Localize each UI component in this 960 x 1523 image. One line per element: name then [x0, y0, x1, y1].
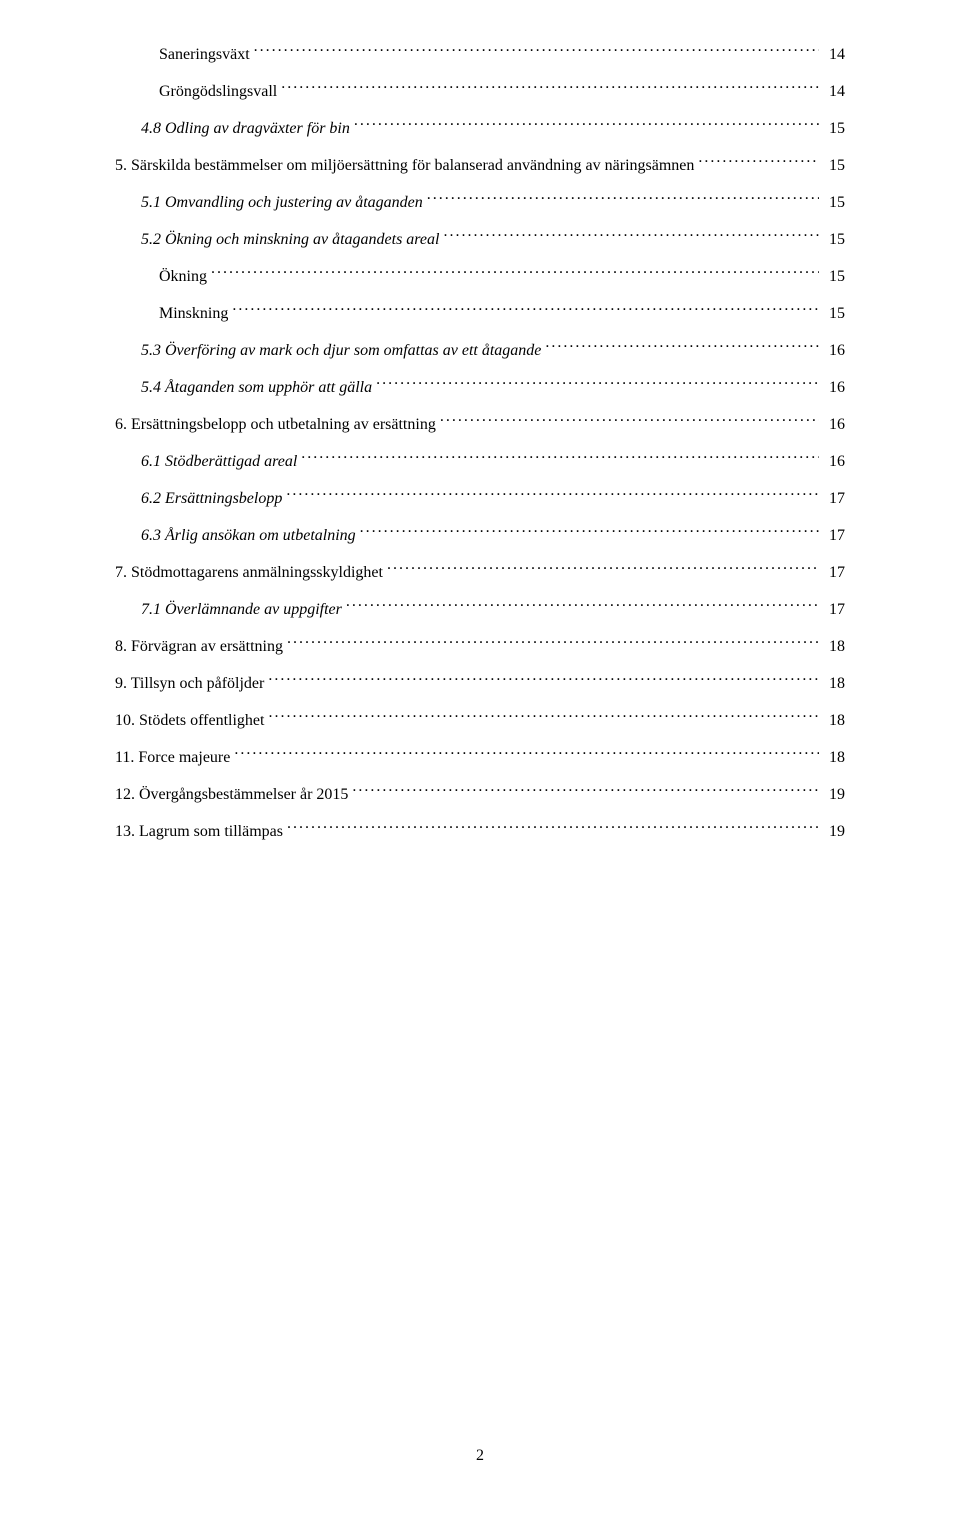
toc-entry: 6.3 Årlig ansökan om utbetalning 17: [115, 524, 845, 548]
toc-page: 17: [823, 561, 845, 585]
toc-entry: 10. Stödets offentlighet 18: [115, 709, 845, 733]
toc-leader: [301, 450, 819, 466]
toc-page: 19: [823, 783, 845, 807]
toc-leader: [232, 302, 819, 318]
toc-leader: [287, 635, 819, 651]
toc-entry: 6.2 Ersättningsbelopp 17: [115, 487, 845, 511]
toc-page: 14: [823, 80, 845, 104]
toc-leader: [268, 672, 819, 688]
table-of-contents: Saneringsväxt 14 Gröngödslingsvall 14 4.…: [115, 43, 845, 844]
toc-title: 4.8 Odling av dragväxter för bin: [141, 117, 350, 141]
toc-leader: [443, 228, 819, 244]
toc-title: 5.2 Ökning och minskning av åtagandets a…: [141, 228, 439, 252]
toc-entry: Minskning 15: [115, 302, 845, 326]
toc-page: 16: [823, 339, 845, 363]
toc-leader: [387, 561, 819, 577]
toc-title: 7.1 Överlämnande av uppgifter: [141, 598, 342, 622]
toc-leader: [376, 376, 819, 392]
toc-title: 9. Tillsyn och påföljder: [115, 672, 264, 696]
toc-leader: [211, 265, 819, 281]
toc-title: Gröngödslingsvall: [159, 80, 277, 104]
toc-entry: 5. Särskilda bestämmelser om miljöersätt…: [115, 154, 845, 178]
toc-entry: Saneringsväxt 14: [115, 43, 845, 67]
toc-title: 6.2 Ersättningsbelopp: [141, 487, 282, 511]
toc-leader: [254, 43, 819, 59]
toc-title: 6. Ersättningsbelopp och utbetalning av …: [115, 413, 436, 437]
toc-title: 5.3 Överföring av mark och djur som omfa…: [141, 339, 541, 363]
toc-entry: 12. Övergångsbestämmelser år 2015 19: [115, 783, 845, 807]
toc-entry: 7.1 Överlämnande av uppgifter 17: [115, 598, 845, 622]
toc-title: 10. Stödets offentlighet: [115, 709, 264, 733]
page-number: 2: [0, 1447, 960, 1465]
toc-title: 5.4 Åtaganden som upphör att gälla: [141, 376, 372, 400]
toc-leader: [286, 487, 819, 503]
toc-entry: 7. Stödmottagarens anmälningsskyldighet …: [115, 561, 845, 585]
toc-page: 15: [823, 117, 845, 141]
toc-leader: [354, 117, 819, 133]
toc-page: 18: [823, 672, 845, 696]
toc-page: 19: [823, 820, 845, 844]
toc-title: 6.3 Årlig ansökan om utbetalning: [141, 524, 356, 548]
toc-leader: [281, 80, 819, 96]
toc-title: 5. Särskilda bestämmelser om miljöersätt…: [115, 154, 694, 178]
toc-title: 13. Lagrum som tillämpas: [115, 820, 283, 844]
toc-page: 16: [823, 450, 845, 474]
toc-leader: [234, 746, 819, 762]
toc-entry: 6. Ersättningsbelopp och utbetalning av …: [115, 413, 845, 437]
toc-page: 15: [823, 228, 845, 252]
toc-entry: 5.4 Åtaganden som upphör att gälla 16: [115, 376, 845, 400]
toc-leader: [268, 709, 819, 725]
toc-title: 6.1 Stödberättigad areal: [141, 450, 297, 474]
toc-page: 15: [823, 302, 845, 326]
toc-leader: [427, 191, 819, 207]
toc-page: 14: [823, 43, 845, 67]
toc-page: 17: [823, 598, 845, 622]
toc-leader: [352, 783, 819, 799]
toc-title: 12. Övergångsbestämmelser år 2015: [115, 783, 348, 807]
toc-page: 17: [823, 487, 845, 511]
toc-title: 5.1 Omvandling och justering av åtagande…: [141, 191, 423, 215]
toc-leader: [545, 339, 819, 355]
toc-title: 11. Force majeure: [115, 746, 230, 770]
toc-entry: 9. Tillsyn och påföljder 18: [115, 672, 845, 696]
toc-entry: 4.8 Odling av dragväxter för bin 15: [115, 117, 845, 141]
toc-entry: 5.2 Ökning och minskning av åtagandets a…: [115, 228, 845, 252]
toc-entry: 8. Förvägran av ersättning 18: [115, 635, 845, 659]
toc-entry: Ökning 15: [115, 265, 845, 289]
toc-entry: 11. Force majeure 18: [115, 746, 845, 770]
toc-leader: [346, 598, 819, 614]
toc-page: 16: [823, 413, 845, 437]
toc-entry: 13. Lagrum som tillämpas 19: [115, 820, 845, 844]
toc-page: 17: [823, 524, 845, 548]
page: Saneringsväxt 14 Gröngödslingsvall 14 4.…: [0, 0, 960, 1523]
toc-title: 8. Förvägran av ersättning: [115, 635, 283, 659]
toc-page: 18: [823, 635, 845, 659]
toc-page: 18: [823, 746, 845, 770]
toc-title: Minskning: [159, 302, 228, 326]
toc-page: 15: [823, 191, 845, 215]
toc-entry: Gröngödslingsvall 14: [115, 80, 845, 104]
toc-leader: [698, 154, 819, 170]
toc-title: Saneringsväxt: [159, 43, 250, 67]
toc-entry: 5.1 Omvandling och justering av åtagande…: [115, 191, 845, 215]
toc-page: 16: [823, 376, 845, 400]
toc-title: Ökning: [159, 265, 207, 289]
toc-leader: [287, 820, 819, 836]
toc-page: 18: [823, 709, 845, 733]
toc-title: 7. Stödmottagarens anmälningsskyldighet: [115, 561, 383, 585]
toc-leader: [440, 413, 819, 429]
toc-leader: [360, 524, 819, 540]
toc-page: 15: [823, 154, 845, 178]
toc-page: 15: [823, 265, 845, 289]
toc-entry: 5.3 Överföring av mark och djur som omfa…: [115, 339, 845, 363]
toc-entry: 6.1 Stödberättigad areal 16: [115, 450, 845, 474]
